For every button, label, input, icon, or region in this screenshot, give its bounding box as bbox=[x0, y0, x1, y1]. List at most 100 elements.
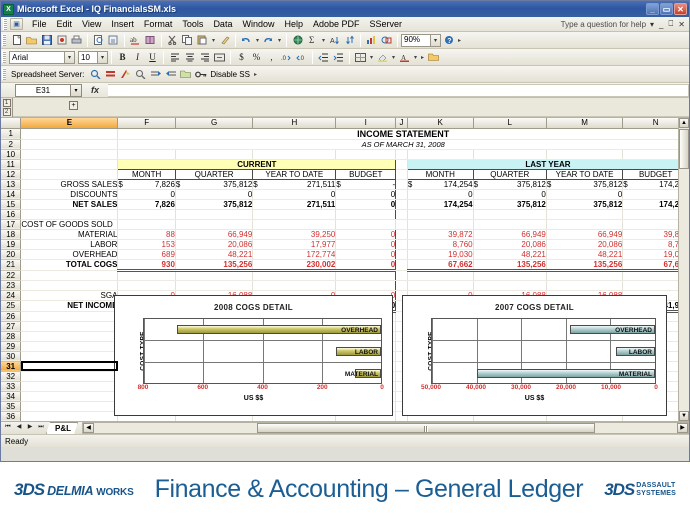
cell-i19[interactable]: 0 bbox=[335, 239, 397, 250]
cell-m18[interactable]: 66,949 bbox=[546, 229, 624, 240]
col-header-current-0[interactable]: MONTH bbox=[117, 168, 176, 180]
cell-i16[interactable] bbox=[335, 209, 397, 220]
fill-color-caret-icon[interactable]: ▾ bbox=[391, 54, 395, 61]
font-name-input[interactable]: Arial bbox=[9, 50, 65, 64]
row-label-gross-sales[interactable]: GROSS SALES bbox=[20, 179, 119, 190]
cell-i20[interactable]: 0 bbox=[335, 249, 397, 260]
cell-l13[interactable]: $375,812 bbox=[473, 179, 547, 190]
align-center-icon[interactable] bbox=[182, 50, 197, 65]
cell-l19[interactable]: 20,086 bbox=[473, 239, 547, 250]
align-right-icon[interactable] bbox=[197, 50, 212, 65]
sort-desc-icon[interactable] bbox=[342, 33, 357, 48]
disable-ss-button[interactable]: Disable SS bbox=[210, 69, 250, 79]
scroll-down-button[interactable]: ▼ bbox=[679, 411, 689, 421]
row-header-36[interactable]: 36 bbox=[1, 411, 22, 421]
horizontal-scroll-thumb[interactable] bbox=[257, 423, 596, 433]
cell-h19[interactable]: 17,977 bbox=[252, 239, 337, 250]
options-icon[interactable] bbox=[178, 67, 193, 82]
cell-i22[interactable] bbox=[335, 270, 397, 281]
cell-g22[interactable] bbox=[175, 270, 254, 281]
hyperlink-icon[interactable] bbox=[290, 33, 305, 48]
spelling-icon[interactable]: ab bbox=[128, 33, 143, 48]
cell-m14[interactable]: 0 bbox=[546, 189, 624, 200]
row-header-18[interactable]: 18 bbox=[1, 229, 22, 240]
cell-f20[interactable]: 689 bbox=[117, 249, 176, 260]
cell-m15[interactable]: 375,812 bbox=[546, 199, 624, 210]
cell-k23[interactable] bbox=[406, 280, 474, 291]
insert-function-icon[interactable]: fx bbox=[90, 85, 99, 95]
cell-k21[interactable]: 67,662 bbox=[406, 258, 474, 272]
open-icon[interactable] bbox=[24, 33, 39, 48]
borders-caret-icon[interactable]: ▾ bbox=[369, 54, 373, 61]
cell-i13[interactable]: $ - bbox=[335, 179, 397, 190]
cell-k18[interactable]: 39,872 bbox=[406, 229, 474, 240]
row-header-2[interactable]: 2 bbox=[1, 139, 22, 150]
increase-decimal-icon[interactable]: .0 bbox=[279, 50, 294, 65]
ss-toolbar-overflow-icon[interactable]: ▸ bbox=[253, 71, 257, 78]
zoom-input[interactable]: 90% bbox=[401, 33, 431, 47]
cell-g18[interactable]: 66,949 bbox=[175, 229, 254, 240]
autosum-icon[interactable]: Σ bbox=[305, 33, 320, 48]
format-painter-icon[interactable] bbox=[217, 33, 232, 48]
fill-color-icon[interactable] bbox=[375, 50, 390, 65]
zoom-dropdown-icon[interactable]: ▾ bbox=[431, 33, 441, 47]
drawing-icon[interactable] bbox=[379, 33, 394, 48]
run-icon[interactable] bbox=[118, 67, 133, 82]
standard-toolbar-overflow-icon[interactable]: ▸ bbox=[457, 37, 461, 44]
underline-button[interactable]: U bbox=[149, 52, 156, 62]
cell-l36[interactable] bbox=[473, 411, 547, 421]
outline-level-1-button[interactable]: 1 bbox=[2, 99, 11, 107]
menu-tools[interactable]: Tools bbox=[182, 18, 204, 29]
outline-expand-button[interactable]: + bbox=[69, 101, 78, 110]
cell-l10[interactable] bbox=[473, 149, 547, 160]
row-header-21[interactable]: 21 bbox=[1, 259, 22, 271]
decrease-indent-icon[interactable] bbox=[316, 50, 331, 65]
horizontal-scrollbar[interactable]: ◀ ▶ bbox=[82, 422, 689, 434]
row-header-17[interactable]: 17 bbox=[1, 219, 22, 230]
cell-j22[interactable] bbox=[395, 270, 408, 281]
cell-g23[interactable] bbox=[175, 280, 254, 291]
last-sheet-button[interactable]: ⏭ bbox=[38, 424, 44, 430]
maximize-button[interactable]: ▭ bbox=[660, 3, 673, 15]
cell-e2[interactable] bbox=[20, 139, 119, 150]
row-label-discounts[interactable]: DISCOUNTS bbox=[20, 189, 119, 200]
cell-m16[interactable] bbox=[546, 209, 624, 220]
cell-e1[interactable] bbox=[20, 128, 119, 140]
cell-l16[interactable] bbox=[473, 209, 547, 220]
cell-h22[interactable] bbox=[252, 270, 337, 281]
column-header-e[interactable]: E bbox=[20, 118, 119, 129]
row-header-31[interactable]: 31 bbox=[1, 361, 22, 372]
cell-e30[interactable] bbox=[20, 351, 119, 362]
horizontal-scroll-track[interactable] bbox=[94, 423, 677, 433]
cell-l14[interactable]: 0 bbox=[473, 189, 547, 200]
row-header-30[interactable]: 30 bbox=[1, 351, 22, 362]
font-size-dropdown-icon[interactable]: ▾ bbox=[98, 50, 108, 64]
merge-center-icon[interactable] bbox=[212, 50, 227, 65]
cell-e11[interactable] bbox=[20, 159, 119, 170]
row-header-23[interactable]: 23 bbox=[1, 280, 22, 291]
formula-input[interactable] bbox=[108, 83, 689, 97]
cell-l20[interactable]: 48,221 bbox=[473, 249, 547, 260]
cell-blank[interactable] bbox=[407, 219, 474, 230]
menu-data[interactable]: Data bbox=[213, 18, 233, 29]
cell-blank[interactable] bbox=[395, 219, 408, 230]
row-label-labor[interactable]: LABOR bbox=[20, 239, 119, 250]
cell-h14[interactable]: 0 bbox=[252, 189, 337, 200]
font-color-icon[interactable]: A bbox=[397, 50, 412, 65]
new-icon[interactable] bbox=[9, 33, 24, 48]
row-header-12[interactable]: 12 bbox=[1, 169, 22, 180]
menu-format[interactable]: Format bbox=[143, 18, 173, 29]
cell-k15[interactable]: 174,254 bbox=[406, 199, 474, 210]
vertical-scroll-thumb[interactable] bbox=[679, 129, 689, 169]
row-header-20[interactable]: 20 bbox=[1, 249, 22, 260]
undo-icon[interactable] bbox=[239, 33, 254, 48]
cell-i18[interactable]: 0 bbox=[335, 229, 397, 240]
cell-j21[interactable] bbox=[395, 259, 408, 271]
standard-toolbar-drag-handle[interactable] bbox=[2, 34, 6, 46]
cell-e26[interactable] bbox=[20, 311, 119, 322]
cell-l18[interactable]: 66,949 bbox=[473, 229, 547, 240]
next-sheet-button[interactable]: ▶ bbox=[27, 424, 33, 430]
name-box[interactable]: E31 bbox=[15, 83, 71, 97]
row-header-11[interactable]: 11 bbox=[1, 159, 22, 170]
cell-f14[interactable]: 0 bbox=[117, 189, 176, 200]
